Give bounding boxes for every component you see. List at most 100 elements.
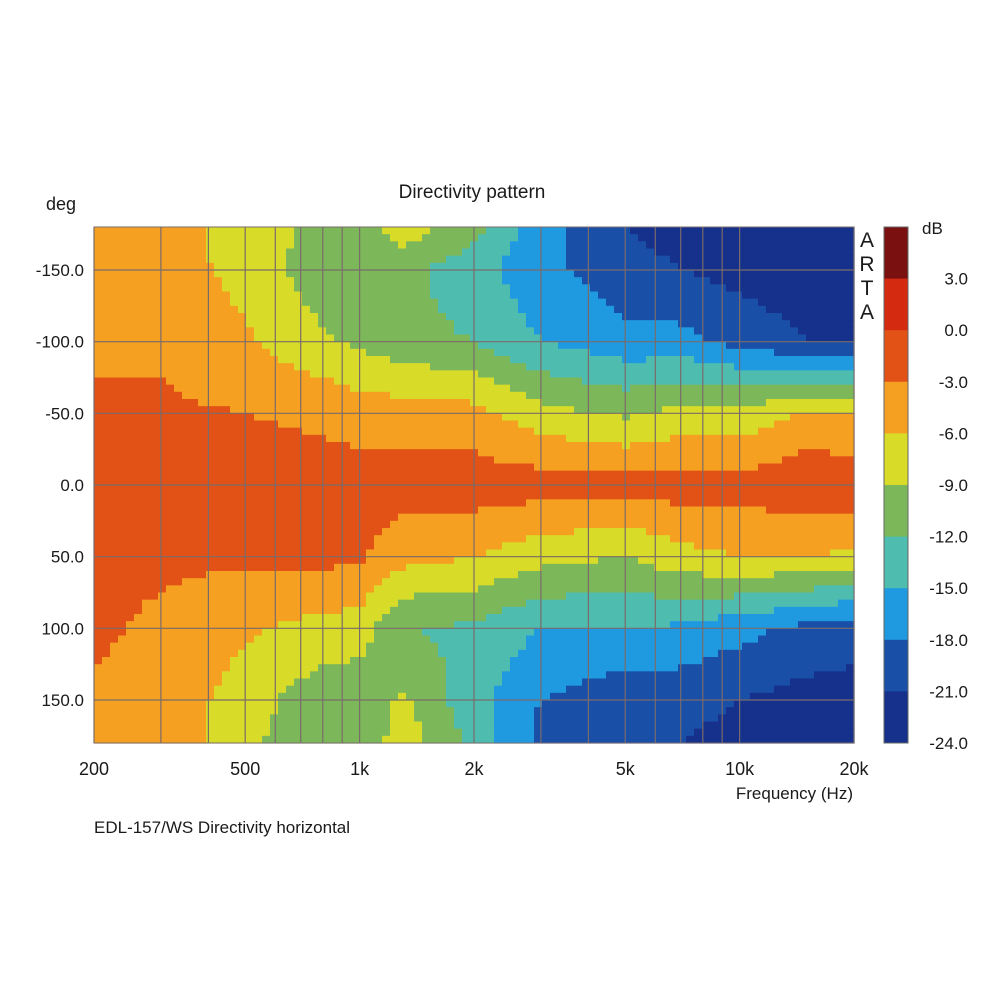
heatmap-cell	[406, 334, 415, 343]
heatmap-cell	[390, 477, 399, 486]
heatmap-cell	[734, 578, 743, 586]
heatmap-cell	[262, 227, 271, 235]
heatmap-cell	[270, 492, 279, 500]
heatmap-cell	[518, 270, 527, 278]
heatmap-cell	[182, 520, 191, 529]
heatmap-cell	[350, 262, 359, 271]
heatmap-cell	[574, 399, 583, 407]
heatmap-cell	[742, 571, 751, 579]
heatmap-cell	[598, 542, 607, 551]
heatmap-cell	[198, 506, 207, 515]
heatmap-cell	[462, 592, 471, 601]
heatmap-cell	[462, 406, 471, 414]
heatmap-cell	[374, 284, 383, 293]
heatmap-cell	[310, 434, 319, 443]
heatmap-cell	[454, 356, 463, 364]
heatmap-cell	[94, 578, 103, 586]
heatmap-cell	[574, 449, 583, 457]
heatmap-cell	[326, 563, 335, 572]
heatmap-cell	[550, 449, 559, 457]
heatmap-cell	[462, 470, 471, 479]
heatmap-cell	[94, 377, 103, 386]
heatmap-cell	[254, 327, 263, 336]
heatmap-cell	[414, 449, 423, 457]
heatmap-cell	[614, 413, 623, 422]
heatmap-cell	[782, 348, 791, 357]
heatmap-cell	[374, 513, 383, 522]
heatmap-cell	[806, 434, 815, 443]
heatmap-cell	[190, 470, 199, 479]
heatmap-cell	[190, 370, 199, 379]
heatmap-cell	[758, 341, 767, 350]
heatmap-cell	[254, 492, 263, 500]
heatmap-cell	[694, 520, 703, 529]
heatmap-cell	[222, 399, 231, 407]
heatmap-cell	[518, 334, 527, 343]
heatmap-cell	[134, 477, 143, 486]
heatmap-cell	[622, 227, 631, 235]
heatmap-cell	[758, 399, 767, 407]
heatmap-cell	[382, 578, 391, 586]
heatmap-cell	[606, 341, 615, 350]
heatmap-cell	[454, 327, 463, 336]
heatmap-cell	[230, 420, 239, 429]
heatmap-cell	[830, 592, 839, 601]
heatmap-cell	[726, 348, 735, 357]
heatmap-cell	[542, 449, 551, 457]
heatmap-cell	[230, 542, 239, 551]
heatmap-cell	[222, 327, 231, 336]
heatmap-cell	[238, 535, 247, 543]
heatmap-cell	[702, 291, 711, 300]
heatmap-cell	[686, 356, 695, 364]
heatmap-cell	[566, 549, 575, 558]
heatmap-cell	[766, 513, 775, 522]
heatmap-cell	[614, 499, 623, 508]
heatmap-cell	[206, 549, 215, 558]
heatmap-cell	[654, 571, 663, 579]
heatmap-cell	[238, 348, 247, 357]
heatmap-cell	[118, 506, 127, 515]
heatmap-cell	[246, 592, 255, 601]
heatmap-cell	[182, 578, 191, 586]
heatmap-cell	[654, 270, 663, 278]
heatmap-cell	[374, 535, 383, 543]
heatmap-cell	[542, 513, 551, 522]
heatmap-cell	[726, 305, 735, 314]
heatmap-cell	[454, 599, 463, 608]
heatmap-cell	[758, 320, 767, 328]
heatmap-cell	[406, 449, 415, 457]
heatmap-cell	[262, 542, 271, 551]
heatmap-cell	[750, 284, 759, 293]
heatmap-cell	[806, 313, 815, 321]
heatmap-cell	[750, 463, 759, 472]
heatmap-cell	[710, 313, 719, 321]
heatmap-cell	[798, 255, 807, 264]
heatmap-cell	[110, 413, 119, 422]
heatmap-cell	[230, 549, 239, 558]
heatmap-cell	[366, 492, 375, 500]
heatmap-cell	[102, 384, 111, 393]
heatmap-cell	[598, 384, 607, 393]
heatmap-cell	[110, 320, 119, 328]
heatmap-cell	[838, 535, 847, 543]
heatmap-cell	[110, 542, 119, 551]
heatmap-cell	[518, 520, 527, 529]
heatmap-cell	[166, 449, 175, 457]
heatmap-cell	[270, 434, 279, 443]
heatmap-cell	[766, 585, 775, 594]
heatmap-cell	[206, 320, 215, 328]
heatmap-cell	[166, 298, 175, 307]
heatmap-cell	[302, 427, 311, 436]
heatmap-cell	[614, 571, 623, 579]
heatmap-cell	[110, 563, 119, 572]
heatmap-cell	[254, 585, 263, 594]
heatmap-cell	[486, 542, 495, 551]
heatmap-cell	[686, 485, 695, 493]
heatmap-cell	[366, 563, 375, 572]
heatmap-cell	[622, 528, 631, 536]
heatmap-cell	[654, 563, 663, 572]
heatmap-cell	[222, 434, 231, 443]
heatmap-cell	[342, 277, 351, 285]
heatmap-cell	[110, 327, 119, 336]
heatmap-cell	[750, 348, 759, 357]
